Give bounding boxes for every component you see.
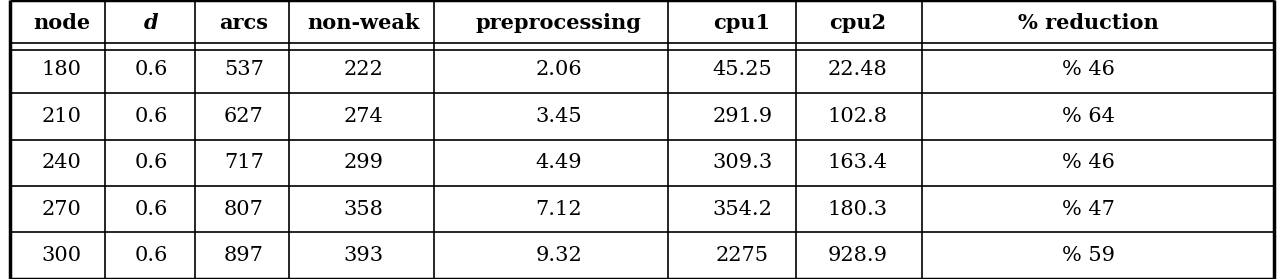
Text: 180.3: 180.3 bbox=[828, 200, 887, 219]
Text: 807: 807 bbox=[223, 200, 265, 219]
Text: % 46: % 46 bbox=[1062, 153, 1116, 172]
Text: 393: 393 bbox=[343, 246, 384, 265]
Text: 627: 627 bbox=[225, 107, 263, 126]
Text: 0.6: 0.6 bbox=[135, 246, 168, 265]
Text: % 59: % 59 bbox=[1062, 246, 1116, 265]
Text: 291.9: 291.9 bbox=[713, 107, 772, 126]
Text: 222: 222 bbox=[344, 60, 383, 79]
Text: 180: 180 bbox=[41, 60, 82, 79]
Text: % 47: % 47 bbox=[1062, 200, 1116, 219]
Text: arcs: arcs bbox=[220, 13, 268, 33]
Text: % 64: % 64 bbox=[1062, 107, 1116, 126]
Text: 300: 300 bbox=[41, 246, 82, 265]
Text: 717: 717 bbox=[223, 153, 265, 172]
Text: non-weak: non-weak bbox=[307, 13, 420, 33]
Text: 537: 537 bbox=[223, 60, 265, 79]
Text: d: d bbox=[144, 13, 159, 33]
Text: 0.6: 0.6 bbox=[135, 153, 168, 172]
Text: preprocessing: preprocessing bbox=[475, 13, 642, 33]
Text: 4.49: 4.49 bbox=[535, 153, 582, 172]
Text: 0.6: 0.6 bbox=[135, 107, 168, 126]
Text: cpu2: cpu2 bbox=[829, 13, 886, 33]
Text: 240: 240 bbox=[41, 153, 82, 172]
Text: 354.2: 354.2 bbox=[713, 200, 772, 219]
Text: 7.12: 7.12 bbox=[535, 200, 582, 219]
Text: 897: 897 bbox=[223, 246, 265, 265]
Text: 163.4: 163.4 bbox=[828, 153, 887, 172]
Text: 274: 274 bbox=[344, 107, 383, 126]
Text: 0.6: 0.6 bbox=[135, 60, 168, 79]
Text: 102.8: 102.8 bbox=[828, 107, 887, 126]
Text: 2275: 2275 bbox=[715, 246, 769, 265]
Text: 358: 358 bbox=[343, 200, 384, 219]
Text: 0.6: 0.6 bbox=[135, 200, 168, 219]
Text: 210: 210 bbox=[41, 107, 82, 126]
Text: node: node bbox=[33, 13, 90, 33]
Text: 2.06: 2.06 bbox=[535, 60, 582, 79]
Text: 309.3: 309.3 bbox=[713, 153, 772, 172]
Text: 45.25: 45.25 bbox=[713, 60, 772, 79]
Text: 928.9: 928.9 bbox=[828, 246, 887, 265]
Text: 270: 270 bbox=[41, 200, 82, 219]
Text: 299: 299 bbox=[343, 153, 384, 172]
Text: 3.45: 3.45 bbox=[535, 107, 582, 126]
Text: cpu1: cpu1 bbox=[714, 13, 770, 33]
Text: 9.32: 9.32 bbox=[535, 246, 582, 265]
Text: % 46: % 46 bbox=[1062, 60, 1116, 79]
Text: % reduction: % reduction bbox=[1018, 13, 1159, 33]
Text: 22.48: 22.48 bbox=[828, 60, 887, 79]
